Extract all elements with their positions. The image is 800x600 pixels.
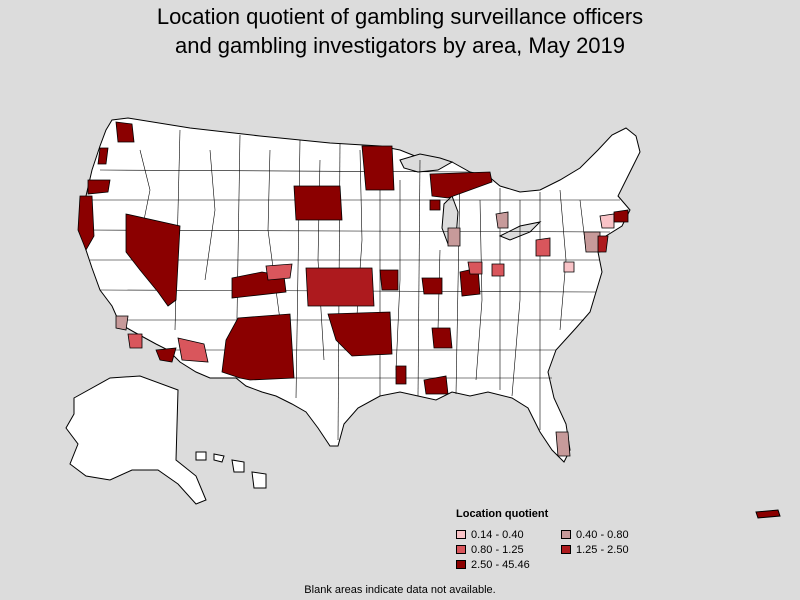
title-line-1: Location quotient of gambling surveillan… [156,4,644,29]
legend-label: 1.25 - 2.50 [576,543,629,556]
legend-swatch [456,530,466,539]
area-missouri-west [379,269,399,291]
area-ohio-west [491,263,505,277]
map-title: Location quotient of gambling surveillan… [0,2,800,60]
area-arizona-west [155,347,177,363]
area-nevada [125,213,181,307]
area-kansas [305,267,375,307]
area-wisconsin [429,199,441,211]
legend-item: 2.50 - 45.46 [456,558,561,571]
area-maryland [563,261,575,273]
title-line-2: and gambling investigators by area, May … [174,33,626,58]
legend-title: Location quotient [456,508,549,520]
area-minnesota [361,145,395,191]
area-oklahoma [327,311,393,357]
legend-item: 1.25 - 2.50 [561,543,671,556]
legend-label: 0.14 - 0.40 [471,528,524,541]
lake-superior [399,153,454,173]
legend-swatch [456,560,466,569]
area-oregon-nw [87,179,111,195]
area-indiana-east [467,261,483,275]
legend-label: 2.50 - 45.46 [471,558,530,571]
area-arizona-south [177,337,209,363]
area-washington-nw [115,121,135,143]
legend-item: 0.14 - 0.40 [456,528,561,541]
area-washington-coast [97,147,109,165]
puerto-rico [755,509,781,519]
area-michigan-south [495,211,509,229]
area-northern-california [77,195,95,251]
area-south-dakota [293,185,343,221]
area-connecticut [613,209,629,223]
legend-grid: 0.14 - 0.40 0.40 - 0.80 0.80 - 1.25 1.25… [456,528,671,571]
hawaii-islands [195,451,267,489]
area-florida [555,431,571,457]
legend-item: 0.40 - 0.80 [561,528,671,541]
legend-label: 0.40 - 0.80 [576,528,629,541]
area-new-mexico [221,313,295,381]
footnote: Blank areas indicate data not available. [304,584,496,596]
legend-label: 0.80 - 1.25 [471,543,524,556]
area-new-jersey [597,235,609,253]
legend: Location quotient 0.14 - 0.40 0.40 - 0.8… [456,508,671,571]
area-illinois [447,227,461,247]
shaded-areas [77,121,629,457]
alaska-landmass [65,375,207,505]
area-southern-california-1 [115,315,129,331]
area-gulf-coast [423,375,449,395]
area-new-york [599,213,615,229]
area-louisiana [395,365,407,385]
area-mississippi [431,327,453,349]
area-west-virginia [535,237,551,257]
area-missouri-east [421,277,443,295]
legend-swatch [456,545,466,554]
area-michigan-up [429,171,493,199]
legend-swatch [561,545,571,554]
area-colorado-central [265,263,293,281]
legend-swatch [561,530,571,539]
area-southern-california-2 [127,333,143,349]
legend-item: 0.80 - 1.25 [456,543,561,556]
